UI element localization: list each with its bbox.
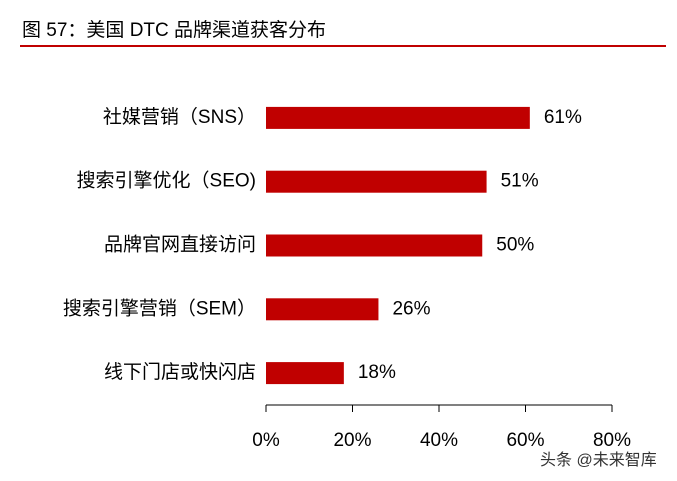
value-label: 26% xyxy=(392,298,430,319)
value-label: 18% xyxy=(358,362,396,383)
x-tick-label: 80% xyxy=(593,430,631,451)
value-label: 51% xyxy=(501,171,539,192)
y-tick-label: 搜索引擎优化（SEO) xyxy=(77,170,256,192)
value-label: 50% xyxy=(496,235,534,256)
bar xyxy=(266,298,379,321)
x-tick-label: 40% xyxy=(420,430,458,451)
bar xyxy=(266,170,487,193)
x-tick-label: 0% xyxy=(252,430,280,451)
value-label: 61% xyxy=(544,107,582,128)
watermark: 头条 @未来智库 xyxy=(540,451,657,469)
bar xyxy=(266,362,344,385)
x-tick-label: 20% xyxy=(333,430,371,451)
chart-title: 图 57：美国 DTC 品牌渠道获客分布 xyxy=(22,19,326,41)
y-tick-label: 品牌官网直接访问 xyxy=(104,234,256,256)
bar xyxy=(266,106,530,129)
bar xyxy=(266,234,483,257)
y-tick-label: 线下门店或快闪店 xyxy=(104,361,256,383)
y-tick-label: 搜索引擎营销（SEM） xyxy=(63,297,256,319)
y-tick-label: 社媒营销（SNS） xyxy=(103,106,256,128)
x-tick-label: 60% xyxy=(506,430,544,451)
